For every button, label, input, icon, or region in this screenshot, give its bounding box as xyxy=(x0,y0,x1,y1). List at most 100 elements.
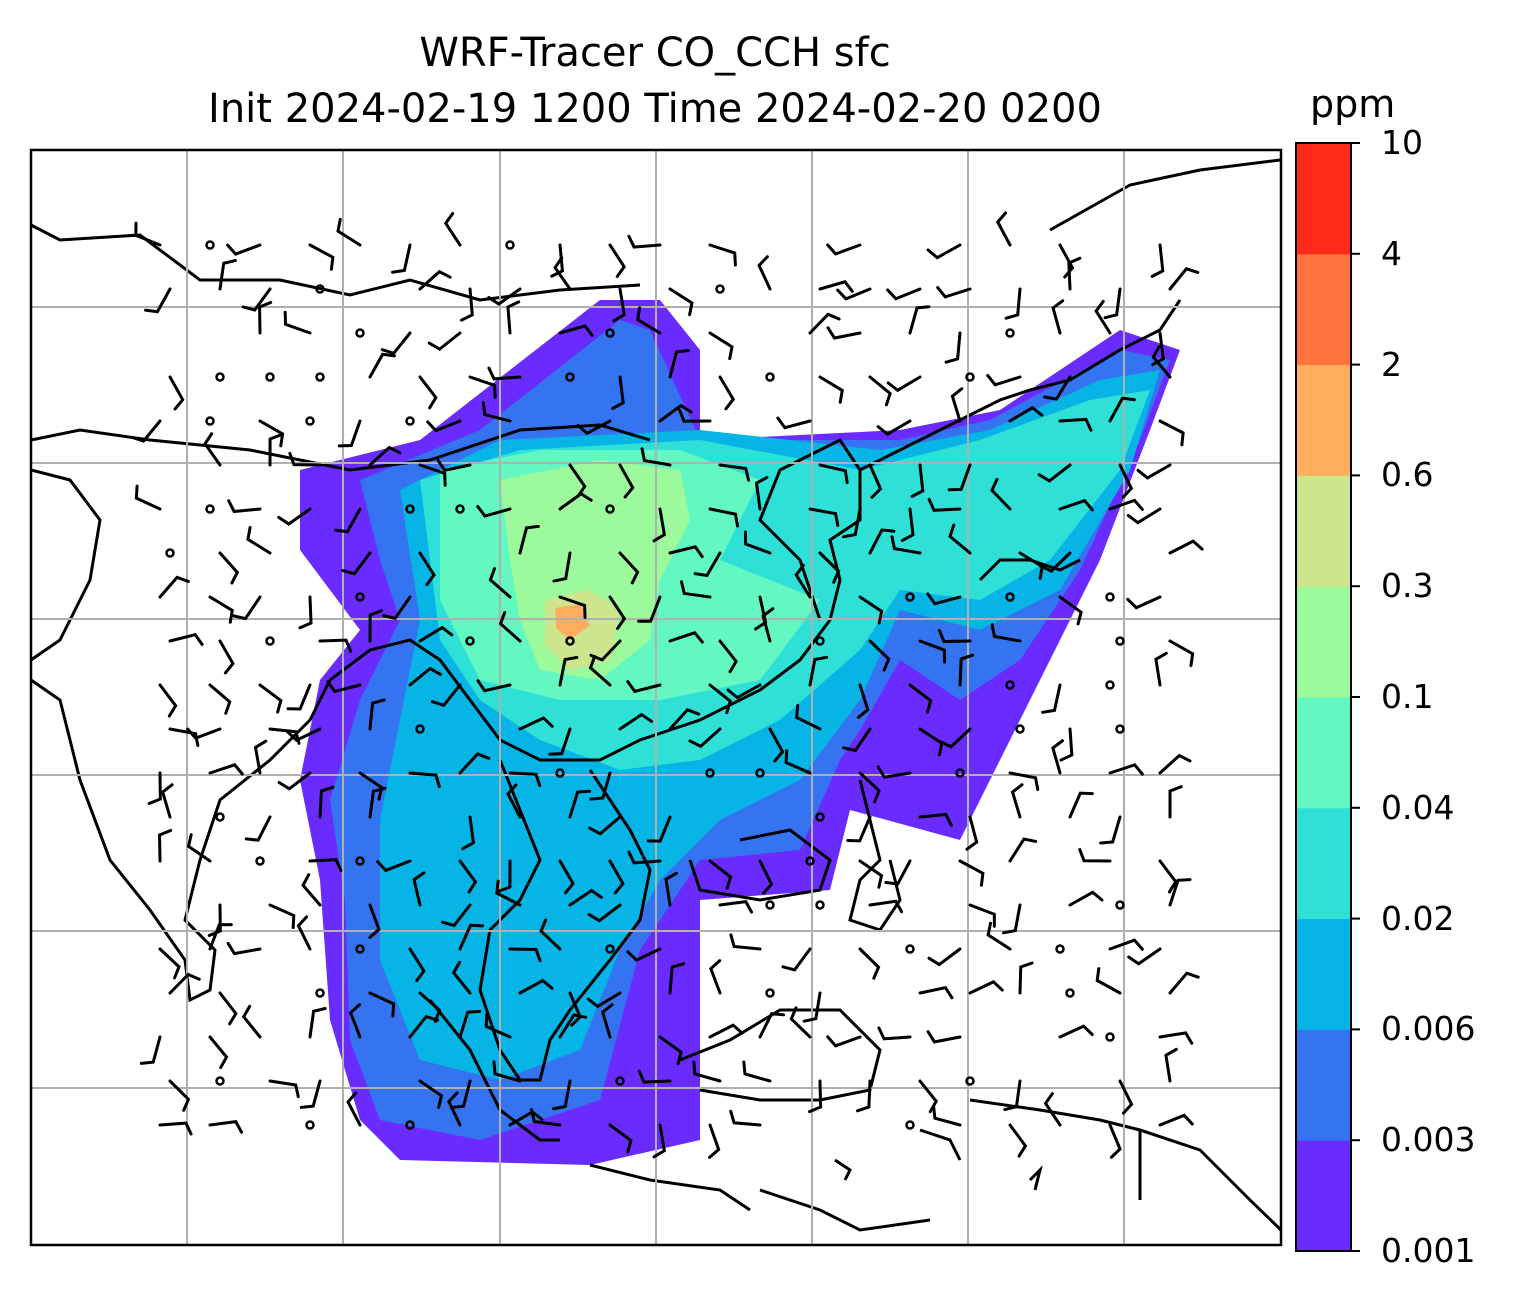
wind-barb xyxy=(458,859,478,894)
wind-barb xyxy=(1136,463,1172,480)
wind-barb xyxy=(296,915,312,951)
wind-barb xyxy=(458,923,485,951)
wind-barb xyxy=(139,1035,162,1065)
wind-barb xyxy=(588,655,612,687)
wind-barb xyxy=(587,903,622,923)
wind-barb xyxy=(664,871,678,907)
wind-barb xyxy=(808,1079,823,1114)
calm-wind-circle xyxy=(905,1120,915,1130)
wind-barb xyxy=(418,625,454,643)
calm-wind-circle xyxy=(755,768,765,778)
wind-barb xyxy=(568,888,603,907)
wind-barb xyxy=(1058,498,1094,512)
calm-wind-circle xyxy=(1115,724,1125,734)
wind-barb xyxy=(600,1003,614,1039)
wind-barb xyxy=(718,639,738,674)
colorbar-segment xyxy=(1296,364,1351,476)
calm-wind-circle xyxy=(565,636,575,646)
wind-barb xyxy=(958,859,985,887)
calm-wind-circle xyxy=(1005,592,1015,602)
wind-barb xyxy=(1003,1079,1022,1112)
colorbar-segment xyxy=(1296,697,1351,809)
wind-barb xyxy=(1168,539,1204,555)
wind-barb xyxy=(868,639,891,672)
wind-barb xyxy=(301,873,322,907)
wind-barb xyxy=(476,679,512,693)
wind-barb xyxy=(218,991,238,1026)
wind-barb xyxy=(1018,961,1034,995)
wind-barb xyxy=(408,1014,440,1039)
calm-wind-circle xyxy=(605,944,615,954)
wind-barb xyxy=(776,416,812,430)
wind-barb xyxy=(692,1060,722,1083)
wind-barb xyxy=(990,623,1022,643)
wind-barb xyxy=(708,683,733,715)
wind-barb xyxy=(761,607,775,643)
wind-barb xyxy=(826,326,862,340)
wind-barb xyxy=(646,815,672,843)
wind-barb xyxy=(795,704,822,731)
calm-wind-circle xyxy=(1005,680,1015,690)
wind-barb xyxy=(244,815,272,842)
colorbar-tick-label: 0.02 xyxy=(1381,898,1455,938)
wind-barb xyxy=(1164,1047,1178,1083)
wind-barb xyxy=(950,387,964,423)
wind-barb xyxy=(1078,848,1112,863)
wind-barb xyxy=(447,1091,462,1127)
wind-barb xyxy=(757,255,772,291)
wind-barb xyxy=(1058,1024,1094,1039)
wind-barb xyxy=(608,1123,633,1154)
wind-barb xyxy=(1008,837,1038,863)
wind-barb xyxy=(308,1006,327,1039)
calm-wind-circle xyxy=(1015,724,1025,734)
calm-wind-circle xyxy=(815,900,825,910)
wind-barb xyxy=(742,1060,772,1083)
calm-wind-circle xyxy=(315,988,325,998)
wind-barb xyxy=(1094,299,1112,335)
wind-barb xyxy=(1067,256,1082,291)
wind-barb xyxy=(186,727,222,740)
colorbar-segment xyxy=(1296,918,1351,1030)
wind-barb xyxy=(618,551,640,585)
calm-wind-circle xyxy=(1005,328,1015,338)
wind-barb xyxy=(283,310,312,335)
calm-wind-circle xyxy=(165,548,175,558)
calm-wind-circle xyxy=(355,592,365,602)
wind-barb xyxy=(608,243,627,279)
wind-barb xyxy=(926,1030,962,1044)
wind-barb xyxy=(158,828,173,863)
calm-wind-circle xyxy=(405,1120,415,1130)
wind-barb xyxy=(937,628,972,644)
wind-barb xyxy=(253,739,268,775)
wind-barb xyxy=(668,287,694,317)
calm-wind-circle xyxy=(205,416,215,426)
wind-barb xyxy=(450,1079,472,1110)
wind-barb xyxy=(789,1006,812,1039)
calm-wind-circle xyxy=(765,988,775,998)
wind-barb xyxy=(900,507,915,542)
colorbar-segment xyxy=(1296,1029,1351,1141)
wind-barb xyxy=(476,504,512,518)
wind-barb xyxy=(308,858,343,873)
wind-barb xyxy=(186,833,212,863)
wind-barb xyxy=(868,528,896,555)
calm-wind-circle xyxy=(1115,900,1125,910)
calm-wind-circle xyxy=(355,856,365,866)
wind-barb xyxy=(808,655,829,687)
map-title-line2: Init 2024-02-19 1200 Time 2024-02-20 020… xyxy=(208,86,1102,132)
wind-barb xyxy=(836,287,872,301)
wind-barb xyxy=(1041,683,1062,714)
wind-barb xyxy=(368,609,383,643)
wind-barb xyxy=(381,595,412,621)
wind-barb xyxy=(498,610,522,643)
wind-barb xyxy=(488,567,512,599)
wind-barb xyxy=(718,899,754,914)
wind-barb xyxy=(1051,739,1064,775)
colorbar-tick-label: 0.003 xyxy=(1381,1120,1476,1160)
wind-barb xyxy=(726,683,762,700)
wind-barb xyxy=(818,463,849,485)
wind-barb xyxy=(708,331,734,361)
wind-barb xyxy=(886,287,922,301)
wind-barb xyxy=(460,287,474,322)
